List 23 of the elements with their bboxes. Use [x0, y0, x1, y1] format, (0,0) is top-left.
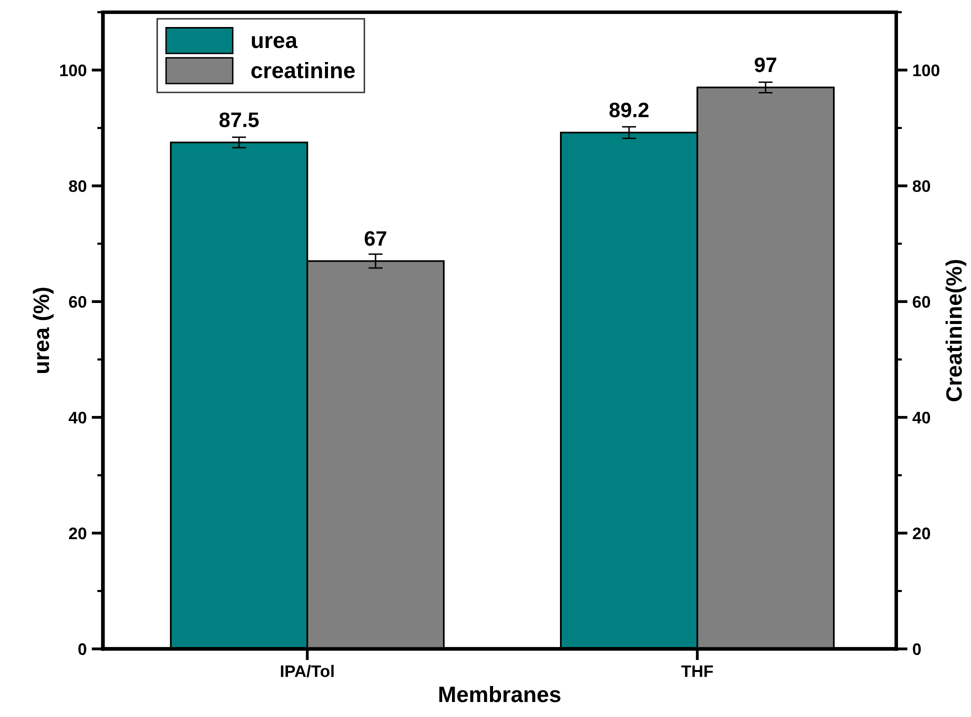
y-axis-title: urea (%) — [32, 288, 54, 373]
data-label: 89.2 — [609, 102, 649, 118]
data-label: 67 — [364, 231, 386, 246]
data-label: 87.5 — [219, 112, 259, 128]
data-label: 97 — [754, 57, 776, 72]
x-tick-label: THF — [681, 665, 713, 677]
legend-label: creatinine — [251, 62, 355, 78]
y2-tick-label: 40 — [912, 412, 930, 424]
y2-tick-label: 60 — [912, 296, 930, 308]
y2-tick-label: 0 — [912, 643, 921, 656]
y2-tick-label: 20 — [912, 528, 930, 540]
y-tick-label: 100 — [60, 64, 86, 76]
y-tick-label: 60 — [69, 296, 86, 308]
y2-tick-label: 80 — [912, 180, 930, 192]
y-tick-label: 20 — [68, 528, 86, 540]
legend-label: urea — [252, 36, 298, 48]
y-tick-label: 0 — [78, 643, 86, 656]
y2-tick-label: 100 — [913, 64, 940, 76]
y2-axis-title: Creatinine(%) — [946, 260, 966, 402]
x-axis-title: Membranes — [439, 686, 560, 702]
y-tick-label: 80 — [68, 180, 86, 192]
y-tick-label: 40 — [68, 412, 86, 424]
x-tick-label: IPA/Tol — [280, 664, 334, 678]
